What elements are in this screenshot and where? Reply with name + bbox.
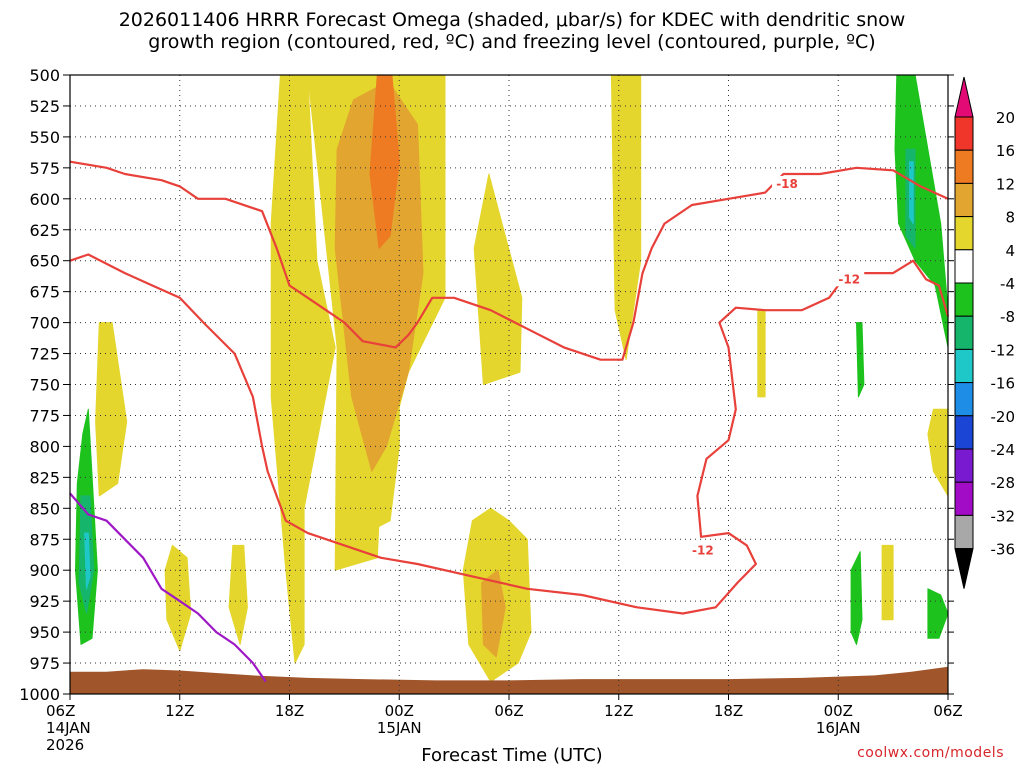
x-tick-label-line: 18Z bbox=[714, 702, 743, 720]
colorbar-tick-label: -8 bbox=[1000, 308, 1015, 326]
y-tick-label: 825 bbox=[29, 468, 60, 487]
omega-region-12 bbox=[334, 80, 424, 472]
y-tick-label: 600 bbox=[29, 190, 60, 209]
omega-region-6 bbox=[95, 322, 128, 497]
y-tick-label: 1000 bbox=[19, 685, 60, 704]
colorbar-swatch-1 bbox=[954, 149, 974, 184]
x-tick-label: 18Z bbox=[714, 702, 743, 720]
colorbar-tick-label: 12 bbox=[996, 175, 1015, 193]
x-tick-label: 06Z 14JAN 2026 bbox=[46, 702, 91, 754]
contour-label-2: -12 bbox=[692, 543, 714, 557]
colorbar-swatch-3 bbox=[954, 216, 974, 251]
colorbar-tick-label: -24 bbox=[991, 441, 1016, 459]
x-tick-label-line: 00Z bbox=[824, 702, 853, 720]
y-tick-label: 900 bbox=[29, 561, 60, 580]
chart-title-line1: 2026011406 HRRR Forecast Omega (shaded, … bbox=[118, 9, 906, 31]
colorbar-tick-label: -4 bbox=[1000, 275, 1015, 293]
y-tick-label: 625 bbox=[29, 221, 60, 240]
colorbar-tick-label: -20 bbox=[991, 408, 1016, 426]
y-tick-label: 725 bbox=[29, 345, 60, 364]
contour-label-1: -12 bbox=[838, 272, 860, 286]
colorbar-swatch-top bbox=[954, 76, 974, 118]
x-tick-label-line: 06Z bbox=[494, 702, 523, 720]
y-tick-label: 550 bbox=[29, 128, 60, 147]
colorbar-swatch-12 bbox=[954, 514, 974, 550]
x-tick-label: 18Z bbox=[275, 702, 304, 720]
x-tick-label-line: 06Z bbox=[933, 702, 962, 720]
x-tick-label: 00Z 15JAN bbox=[377, 702, 422, 737]
y-tick-label: 675 bbox=[29, 283, 60, 302]
y-tick-label: 850 bbox=[29, 499, 60, 518]
y-tick-label: 975 bbox=[29, 654, 60, 673]
x-tick-label: 06Z bbox=[933, 702, 962, 720]
contour-label-bg bbox=[834, 271, 865, 287]
colorbar-swatch-9 bbox=[954, 415, 974, 450]
y-tick-label: 500 bbox=[29, 66, 60, 85]
y-tick-label: 750 bbox=[29, 376, 60, 395]
colorbar-tick-label: -16 bbox=[991, 375, 1016, 393]
contour-line-0 bbox=[69, 160, 949, 361]
x-tick-label-line: 18Z bbox=[275, 702, 304, 720]
y-tick-label: 525 bbox=[29, 97, 60, 116]
colorbar-swatch-0 bbox=[954, 116, 974, 151]
colorbar-tick-label: 8 bbox=[1005, 209, 1015, 227]
x-tick-label-line: 14JAN bbox=[46, 719, 91, 737]
colorbar-swatch-2 bbox=[954, 182, 974, 218]
x-tick-label: 06Z bbox=[494, 702, 523, 720]
x-tick-label-line: 2026 bbox=[46, 736, 84, 754]
chart-title-line2: growth region (contoured, red, ºC) and f… bbox=[148, 31, 876, 53]
colorbar-swatch-bottom bbox=[954, 548, 974, 589]
colorbar-tick-label: -32 bbox=[991, 507, 1016, 525]
x-tick-label-line: 16JAN bbox=[816, 719, 861, 737]
y-tick-label: 800 bbox=[29, 437, 60, 456]
omega-region-0 bbox=[270, 74, 336, 664]
contour-label-bg bbox=[687, 542, 718, 558]
x-tick-label-line: 12Z bbox=[165, 702, 194, 720]
x-axis-label: Forecast Time (UTC) bbox=[421, 745, 603, 766]
omega-region-9 bbox=[757, 309, 766, 398]
x-tick-label: 00Z 16JAN bbox=[816, 702, 861, 737]
colorbar-swatch-4 bbox=[954, 249, 974, 284]
x-tick-label: 12Z bbox=[604, 702, 633, 720]
contour-label-0: -18 bbox=[776, 177, 798, 191]
colorbar-tick-label: -36 bbox=[991, 541, 1016, 559]
y-tick-label: 875 bbox=[29, 530, 60, 549]
omega-region-3 bbox=[473, 173, 523, 385]
x-tick-label-line: 12Z bbox=[604, 702, 633, 720]
y-tick-label: 575 bbox=[29, 159, 60, 178]
colorbar-swatch-7 bbox=[954, 348, 974, 384]
contour-label-bg bbox=[772, 175, 803, 191]
y-tick-label: 650 bbox=[29, 252, 60, 271]
omega-region-18 bbox=[850, 551, 863, 645]
y-tick-label: 925 bbox=[29, 592, 60, 611]
colorbar-tick-label: 16 bbox=[996, 142, 1015, 160]
contour-line-2 bbox=[69, 492, 267, 683]
site-credit: coolwx.com/models bbox=[857, 745, 1004, 761]
colorbar-swatch-10 bbox=[954, 448, 974, 483]
colorbar-swatch-5 bbox=[954, 282, 974, 317]
colorbar-tick-label: -28 bbox=[991, 474, 1016, 492]
omega-region-10 bbox=[927, 408, 949, 497]
x-tick-label: 12Z bbox=[165, 702, 194, 720]
omega-region-11 bbox=[881, 544, 894, 621]
colorbar-swatch-11 bbox=[954, 481, 974, 516]
x-tick-label-line: 06Z bbox=[46, 702, 75, 720]
omega-region-8 bbox=[228, 544, 248, 645]
omega-region-23 bbox=[909, 161, 914, 225]
y-tick-label: 950 bbox=[29, 623, 60, 642]
colorbar-swatch-8 bbox=[954, 382, 974, 417]
y-tick-label: 700 bbox=[29, 314, 60, 333]
y-tick-label: 775 bbox=[29, 406, 60, 425]
colorbar-tick-label: -12 bbox=[991, 341, 1016, 359]
x-tick-label-line: 00Z bbox=[385, 702, 414, 720]
contour-line-1 bbox=[69, 253, 950, 615]
colorbar-swatch-6 bbox=[954, 315, 974, 350]
colorbar-tick-label: 4 bbox=[1005, 242, 1015, 260]
x-tick-label-line: 15JAN bbox=[377, 719, 422, 737]
colorbar-tick-label: 20 bbox=[996, 109, 1015, 127]
omega-region-19 bbox=[927, 588, 949, 639]
